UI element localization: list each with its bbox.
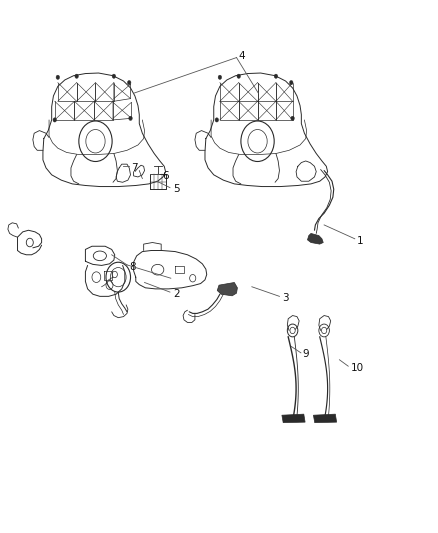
Text: 6: 6 xyxy=(162,171,169,181)
Circle shape xyxy=(127,80,131,85)
Circle shape xyxy=(218,75,222,79)
Circle shape xyxy=(112,74,116,78)
Circle shape xyxy=(215,118,219,122)
Polygon shape xyxy=(217,282,237,296)
Circle shape xyxy=(237,74,240,78)
Circle shape xyxy=(291,116,294,120)
Circle shape xyxy=(75,74,78,78)
Text: 4: 4 xyxy=(239,51,245,61)
Text: 5: 5 xyxy=(173,184,180,194)
Text: 9: 9 xyxy=(302,350,309,359)
Polygon shape xyxy=(314,414,337,423)
Circle shape xyxy=(290,80,293,85)
Circle shape xyxy=(274,74,278,78)
Polygon shape xyxy=(282,414,305,423)
Circle shape xyxy=(53,118,57,122)
Text: 3: 3 xyxy=(283,294,289,303)
Text: 2: 2 xyxy=(173,289,180,299)
Circle shape xyxy=(56,75,60,79)
Circle shape xyxy=(129,116,132,120)
Polygon shape xyxy=(307,233,323,244)
Text: 8: 8 xyxy=(129,262,136,271)
Text: 10: 10 xyxy=(350,363,364,373)
Text: 7: 7 xyxy=(131,163,138,173)
Text: 1: 1 xyxy=(357,236,364,246)
